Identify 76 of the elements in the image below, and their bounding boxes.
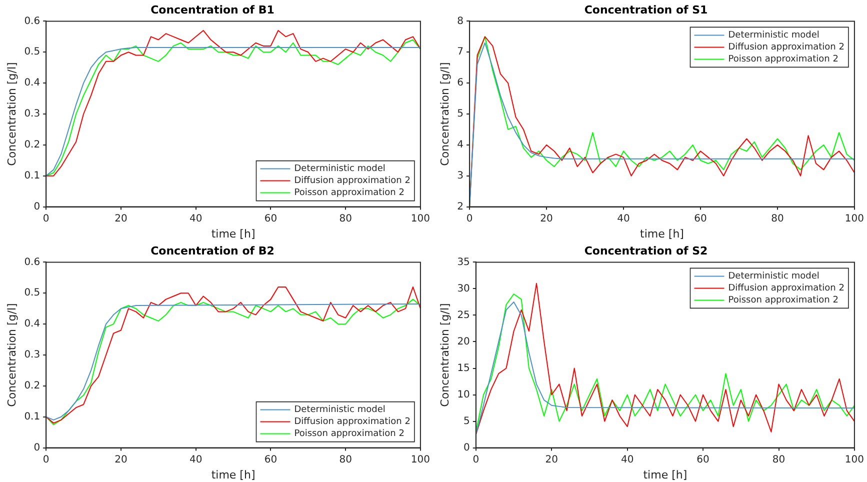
x-tick-label: 40 [189,454,202,466]
y-tick-label: 0.2 [24,380,40,392]
y-tick-label: 0 [34,201,40,212]
legend-label: Diffusion approximation 2 [294,176,410,186]
x-tick-label: 40 [189,213,202,224]
y-tick-label: 0.4 [24,78,40,89]
x-axis-title: time [h] [643,468,688,482]
x-tick-label: 0 [472,454,480,466]
y-axis-title: Concentration [g/l] [5,303,18,407]
y-tick-label: 0.5 [24,288,40,299]
x-tick-label: 20 [114,213,128,224]
y-tick-label: 0.1 [24,411,40,422]
x-axis-title: time [h] [211,227,256,240]
chart-title: Concentration of B2 [150,244,274,258]
y-tick-label: 0 [34,442,40,454]
legend-label: Diffusion approximation 2 [728,42,844,53]
x-tick-label: 60 [694,213,707,224]
x-tick-label: 80 [772,454,786,466]
x-tick-label: 0 [42,213,50,224]
y-tick-label: 0.6 [24,16,40,27]
y-axis-title: Concentration [g/l] [438,62,452,166]
chart-title: Concentration of B1 [150,3,274,16]
y-axis-title: Concentration [g/l] [5,62,18,166]
y-tick-label: 7 [457,46,464,58]
y-tick-label: 0.4 [24,318,40,330]
x-tick-label: 100 [410,213,430,224]
y-tick-label: 35 [457,256,470,268]
y-tick-label: 0.3 [24,108,40,120]
y-tick-label: 0 [464,442,470,454]
y-tick-label: 6 [457,78,464,89]
x-tick-label: 20 [114,454,128,466]
legend-label: Deterministic model [728,272,820,282]
y-axis-title: Concentration [g/l] [438,303,452,407]
y-tick-label: 0.1 [24,170,40,182]
y-tick-label: 0.2 [24,140,40,151]
x-tick-label: 100 [410,454,430,466]
legend-label: Deterministic model [728,30,820,41]
y-tick-label: 5 [457,108,464,120]
y-tick-label: 20 [457,336,470,348]
y-tick-label: 0.6 [24,256,40,268]
y-tick-label: 8 [457,16,464,27]
x-tick-label: 80 [339,454,352,466]
x-tick-label: 100 [844,213,864,224]
y-tick-label: 30 [457,283,470,294]
x-tick-label: 40 [620,454,634,466]
y-tick-label: 10 [457,389,470,400]
x-tick-label: 60 [696,454,710,466]
x-axis-title: time [h] [640,227,684,240]
legend-label: Deterministic model [294,164,386,174]
x-tick-label: 20 [545,454,558,466]
y-tick-label: 3 [457,170,464,182]
x-tick-label: 40 [617,213,630,224]
y-tick-label: 2 [457,201,464,212]
x-tick-label: 60 [264,213,278,224]
y-tick-label: 5 [464,416,470,427]
x-tick-label: 60 [264,454,278,466]
y-tick-label: 4 [457,140,464,151]
y-tick-label: 15 [457,362,470,374]
x-tick-label: 80 [771,213,784,224]
legend-label: Poisson approximation 2 [728,54,838,65]
chart-title: Concentration of S1 [584,3,708,16]
x-tick-label: 100 [844,454,864,466]
x-tick-label: 20 [540,213,553,224]
x-tick-label: 0 [42,454,50,466]
x-tick-label: 80 [339,213,352,224]
legend-label: Poisson approximation 2 [294,188,404,198]
legend-label: Diffusion approximation 2 [728,284,844,294]
chart-title: Concentration of S2 [584,244,708,258]
legend-label: Poisson approximation 2 [294,429,404,440]
x-axis-title: time [h] [211,468,256,482]
legend-label: Diffusion approximation 2 [294,417,410,428]
legend-label: Deterministic model [294,405,386,416]
y-tick-label: 0.3 [24,350,40,361]
y-tick-label: 25 [457,310,470,321]
y-tick-label: 0.5 [24,46,40,58]
legend-label: Poisson approximation 2 [728,296,838,306]
